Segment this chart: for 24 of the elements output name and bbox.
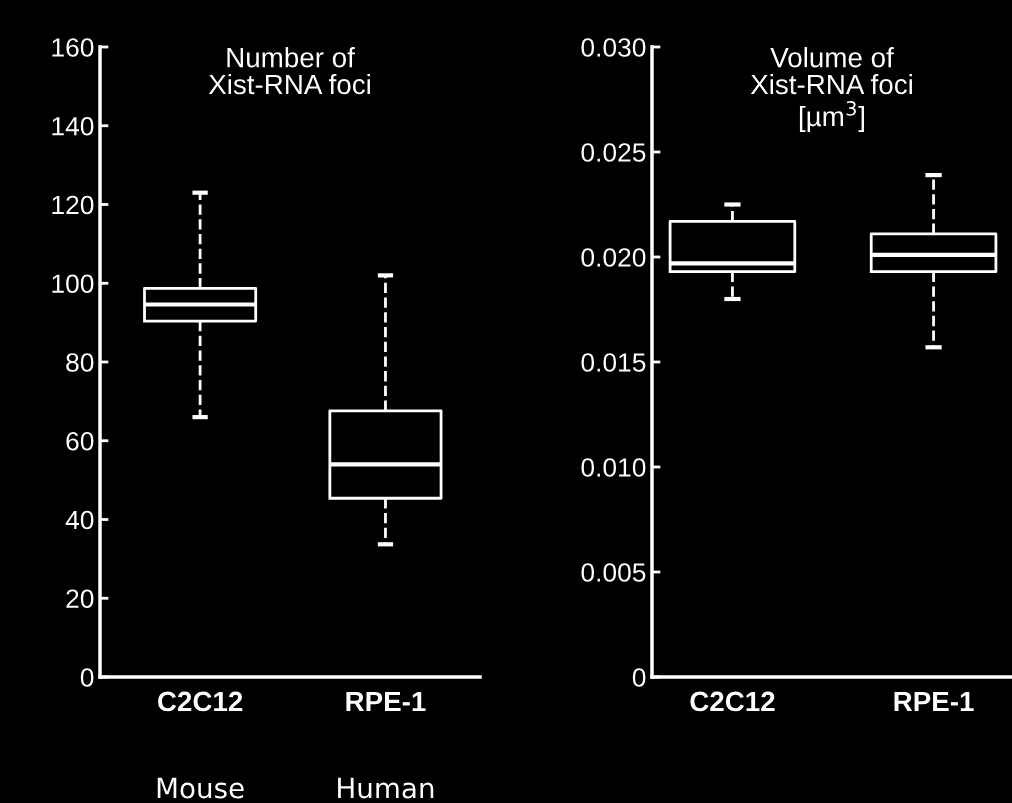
y-tick-label: 0.010 <box>581 458 646 477</box>
y-tick-label: 0.020 <box>581 248 646 267</box>
x-tick-label: RPE-1 <box>346 691 426 712</box>
y-tick-label: 100 <box>52 274 94 294</box>
y-tick-label: 60 <box>66 431 94 451</box>
y-tick-label: 0 <box>632 668 646 687</box>
y-tick-label: 140 <box>52 116 94 136</box>
y-tick-label: 20 <box>66 589 94 609</box>
chart-title: Number of Xist-RNA foci <box>208 47 370 95</box>
y-tick-label: 0.015 <box>581 353 646 372</box>
y-tick-label: 0.005 <box>581 563 646 582</box>
y-tick-label: 160 <box>52 38 94 57</box>
text: Human <box>338 777 434 799</box>
y-tick-label: 0 <box>80 668 94 687</box>
y-tick-label: 40 <box>65 510 94 530</box>
y-tick-label: 120 <box>52 195 94 215</box>
text: Mouse <box>157 777 244 799</box>
y-tick-label: 0.030 <box>581 38 646 57</box>
x-tick-label: C2C12 <box>158 691 243 712</box>
x-tick-label: RPE-1 <box>894 691 974 712</box>
y-tick-label: 0.025 <box>581 143 646 162</box>
text: Volume of Xist-RNA foci [µm$^{3}$] <box>750 47 912 132</box>
x-tick-label: C2C12 <box>690 691 775 712</box>
y-tick-label: 80 <box>66 353 94 372</box>
